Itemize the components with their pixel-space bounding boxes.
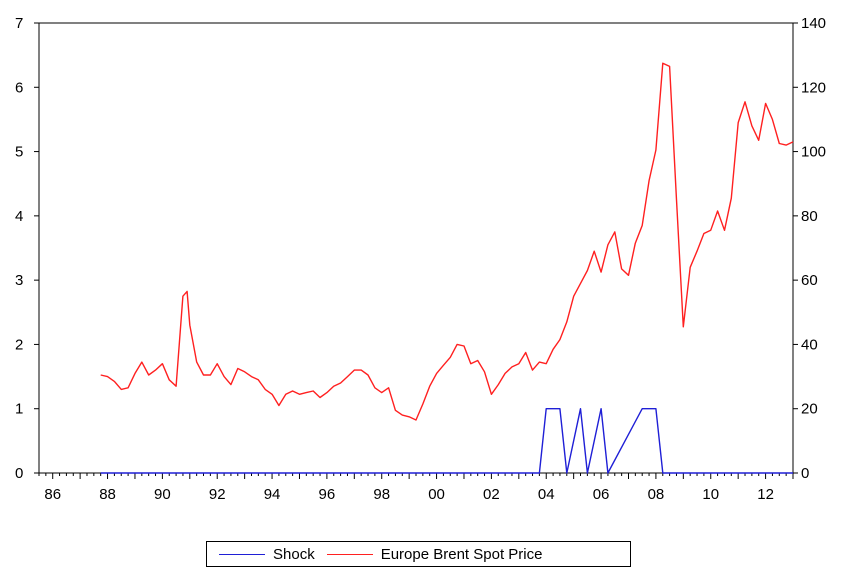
y-right-tick-label: 0 (801, 465, 809, 482)
y-axis-left: 0 1 2 3 4 5 6 7 (15, 15, 39, 482)
legend-item-shock: Shock (219, 546, 315, 563)
series-layer (100, 62, 794, 474)
legend-item-brent: Europe Brent Spot Price (326, 545, 543, 563)
x-tick-label: 08 (648, 486, 665, 503)
legend-label-brent: Europe Brent Spot Price (380, 545, 543, 563)
plot-frame (38, 22, 794, 474)
x-tick-label: 12 (757, 486, 774, 503)
x-tick-label: 00 (428, 486, 445, 503)
x-tick-label: 90 (154, 486, 171, 503)
legend-swatch-brent (326, 553, 373, 555)
x-tick-label: 92 (209, 486, 226, 503)
y-right-tick-label: 80 (801, 208, 818, 225)
y-left-tick-label: 6 (15, 79, 23, 96)
y-left-tick-label: 2 (15, 336, 23, 353)
x-tick-label: 02 (483, 486, 500, 503)
x-axis: 86 88 90 92 94 96 98 00 02 04 06 08 10 12 (38, 473, 794, 503)
legend-label-shock: Shock (273, 545, 315, 563)
y-right-tick-label: 20 (801, 401, 818, 418)
y-left-tick-label: 7 (15, 15, 23, 32)
y-right-tick-label: 140 (801, 15, 826, 32)
y-left-tick-label: 4 (15, 208, 23, 225)
x-tick-label: 06 (593, 486, 610, 503)
y-left-tick-label: 5 (15, 144, 23, 161)
y-right-tick-label: 120 (801, 79, 826, 96)
x-tick-label: 96 (319, 486, 336, 503)
x-tick-label: 94 (264, 486, 281, 503)
x-tick-label: 04 (538, 486, 555, 503)
x-tick-label: 10 (702, 486, 719, 503)
y-left-tick-label: 3 (15, 272, 23, 289)
series-line-shock (100, 408, 793, 474)
x-tick-label: 98 (373, 486, 390, 503)
y-right-tick-label: 60 (801, 272, 818, 289)
legend: Shock Europe Brent Spot Price (206, 541, 631, 567)
y-left-tick-label: 1 (15, 401, 23, 418)
y-left-tick-label: 0 (15, 465, 23, 482)
x-tick-label: 86 (44, 486, 61, 503)
y-right-tick-label: 40 (801, 336, 818, 353)
y-right-tick-label: 100 (801, 144, 826, 161)
series-line-brent (100, 62, 794, 421)
legend-swatch-shock (219, 553, 265, 555)
y-axis-right: 0 20 40 60 80 100 120 140 (793, 15, 826, 482)
x-tick-label: 88 (99, 486, 116, 503)
